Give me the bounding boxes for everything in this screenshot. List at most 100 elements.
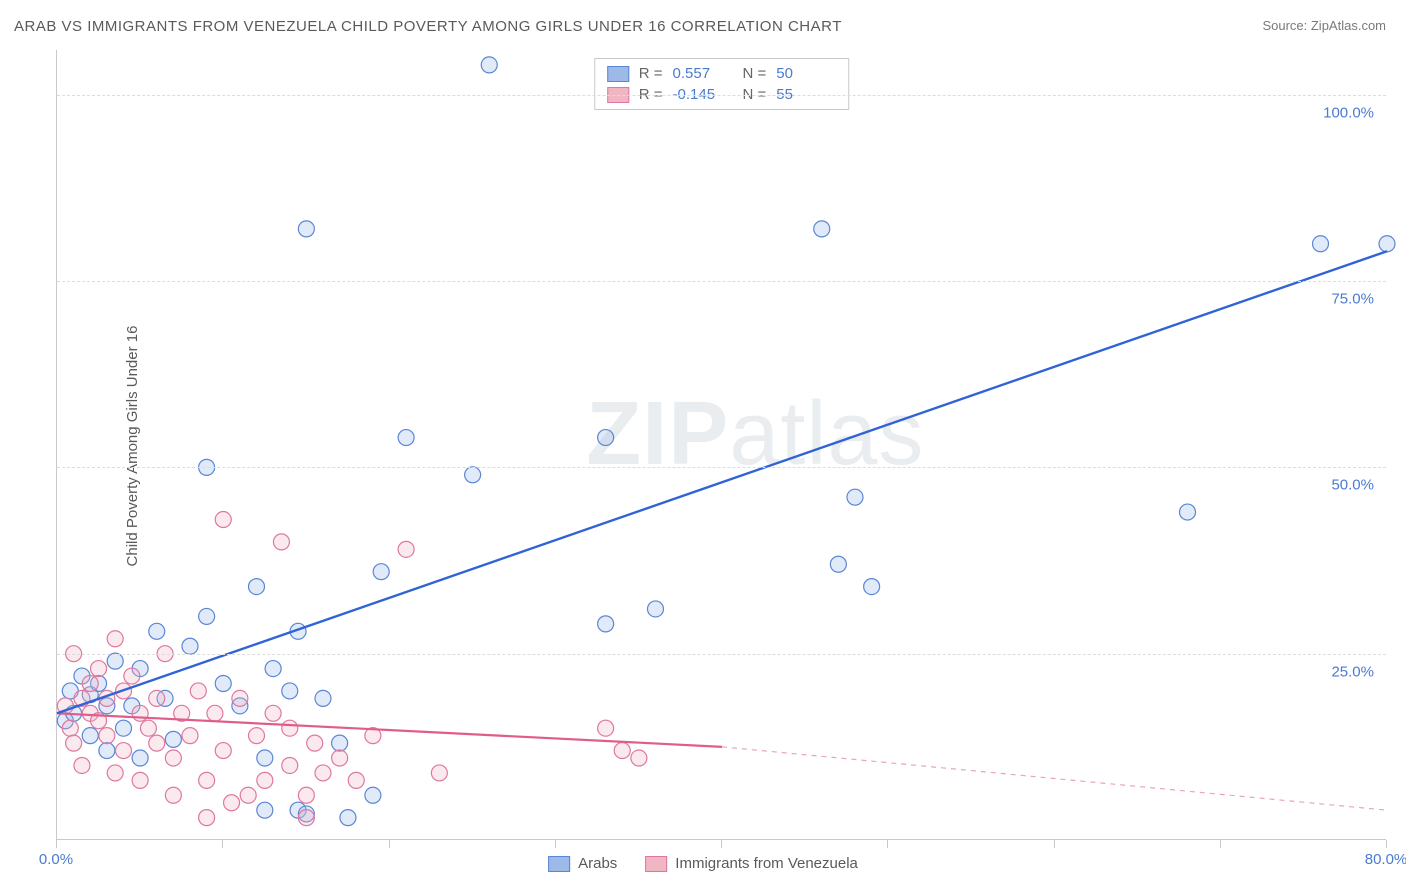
scatter-point bbox=[240, 787, 256, 803]
trend-line-arabs bbox=[57, 251, 1387, 713]
scatter-point bbox=[307, 735, 323, 751]
x-tick-mark bbox=[1054, 840, 1055, 848]
scatter-point bbox=[282, 683, 298, 699]
scatter-point bbox=[864, 579, 880, 595]
scatter-point bbox=[182, 728, 198, 744]
scatter-point bbox=[165, 731, 181, 747]
y-tick-label: 50.0% bbox=[1331, 477, 1374, 494]
scatter-point bbox=[107, 653, 123, 669]
r-value: 0.557 bbox=[673, 65, 733, 82]
legend-swatch bbox=[548, 856, 570, 872]
scatter-point bbox=[182, 638, 198, 654]
scatter-point bbox=[315, 690, 331, 706]
x-tick-mark bbox=[56, 840, 57, 848]
scatter-point bbox=[82, 728, 98, 744]
scatter-point bbox=[648, 601, 664, 617]
scatter-point bbox=[199, 608, 215, 624]
gridline bbox=[57, 95, 1386, 96]
stats-legend: R =0.557N =50R =-0.145N =55 bbox=[594, 58, 850, 110]
x-tick-mark bbox=[222, 840, 223, 848]
y-tick-label: 75.0% bbox=[1331, 291, 1374, 308]
plot-svg bbox=[57, 50, 1386, 839]
chart-source: Source: ZipAtlas.com bbox=[1262, 18, 1386, 33]
x-tick-mark bbox=[1220, 840, 1221, 848]
scatter-point bbox=[481, 57, 497, 73]
scatter-point bbox=[99, 743, 115, 759]
trend-line-venezuela-dash bbox=[722, 747, 1387, 810]
scatter-point bbox=[207, 705, 223, 721]
legend-swatch bbox=[645, 856, 667, 872]
scatter-point bbox=[373, 564, 389, 580]
stats-legend-row: R = 0.557 N = 50 bbox=[595, 63, 849, 84]
y-tick-label: 25.0% bbox=[1331, 663, 1374, 680]
scatter-point bbox=[62, 720, 78, 736]
scatter-point bbox=[215, 743, 231, 759]
x-tick-mark bbox=[887, 840, 888, 848]
scatter-point bbox=[365, 787, 381, 803]
scatter-point bbox=[249, 579, 265, 595]
scatter-point bbox=[830, 556, 846, 572]
scatter-point bbox=[315, 765, 331, 781]
scatter-point bbox=[614, 743, 630, 759]
scatter-point bbox=[140, 720, 156, 736]
scatter-point bbox=[124, 668, 140, 684]
scatter-point bbox=[847, 489, 863, 505]
scatter-point bbox=[66, 735, 82, 751]
scatter-point bbox=[265, 661, 281, 677]
scatter-point bbox=[398, 541, 414, 557]
scatter-point bbox=[332, 750, 348, 766]
scatter-point bbox=[165, 787, 181, 803]
scatter-point bbox=[149, 735, 165, 751]
scatter-point bbox=[232, 690, 248, 706]
scatter-point bbox=[282, 757, 298, 773]
scatter-point bbox=[631, 750, 647, 766]
scatter-point bbox=[257, 802, 273, 818]
x-tick-mark bbox=[389, 840, 390, 848]
scatter-point bbox=[190, 683, 206, 699]
gridline bbox=[57, 654, 1386, 655]
scatter-point bbox=[132, 705, 148, 721]
scatter-point bbox=[298, 221, 314, 237]
scatter-point bbox=[74, 757, 90, 773]
scatter-point bbox=[598, 720, 614, 736]
x-tick-mark bbox=[1386, 840, 1387, 848]
scatter-point bbox=[265, 705, 281, 721]
scatter-point bbox=[199, 772, 215, 788]
legend-item: Immigrants from Venezuela bbox=[645, 855, 858, 872]
scatter-point bbox=[249, 728, 265, 744]
x-tick-label: 80.0% bbox=[1365, 851, 1406, 868]
scatter-point bbox=[116, 743, 132, 759]
scatter-point bbox=[431, 765, 447, 781]
scatter-point bbox=[348, 772, 364, 788]
scatter-point bbox=[598, 430, 614, 446]
scatter-point bbox=[298, 810, 314, 826]
legend-label: Arabs bbox=[578, 855, 617, 872]
scatter-point bbox=[107, 765, 123, 781]
x-tick-label: 0.0% bbox=[39, 851, 73, 868]
scatter-point bbox=[107, 631, 123, 647]
scatter-point bbox=[116, 720, 132, 736]
gridline bbox=[57, 281, 1386, 282]
scatter-point bbox=[598, 616, 614, 632]
scatter-point bbox=[224, 795, 240, 811]
scatter-point bbox=[215, 512, 231, 528]
n-value: 50 bbox=[776, 65, 836, 82]
scatter-point bbox=[199, 810, 215, 826]
scatter-point bbox=[340, 810, 356, 826]
scatter-point bbox=[257, 772, 273, 788]
x-tick-mark bbox=[555, 840, 556, 848]
correlation-chart: ARAB VS IMMIGRANTS FROM VENEZUELA CHILD … bbox=[0, 0, 1406, 892]
scatter-point bbox=[215, 675, 231, 691]
scatter-point bbox=[332, 735, 348, 751]
scatter-point bbox=[282, 720, 298, 736]
scatter-point bbox=[398, 430, 414, 446]
scatter-point bbox=[257, 750, 273, 766]
scatter-point bbox=[273, 534, 289, 550]
scatter-point bbox=[132, 750, 148, 766]
legend-item: Arabs bbox=[548, 855, 617, 872]
series-legend: Arabs Immigrants from Venezuela bbox=[548, 855, 858, 872]
r-label: R = bbox=[639, 65, 663, 82]
y-tick-label: 100.0% bbox=[1323, 104, 1374, 121]
n-label: N = bbox=[743, 65, 767, 82]
plot-area: ZIPatlas R =0.557N =50R =-0.145N =55 25.… bbox=[56, 50, 1386, 840]
